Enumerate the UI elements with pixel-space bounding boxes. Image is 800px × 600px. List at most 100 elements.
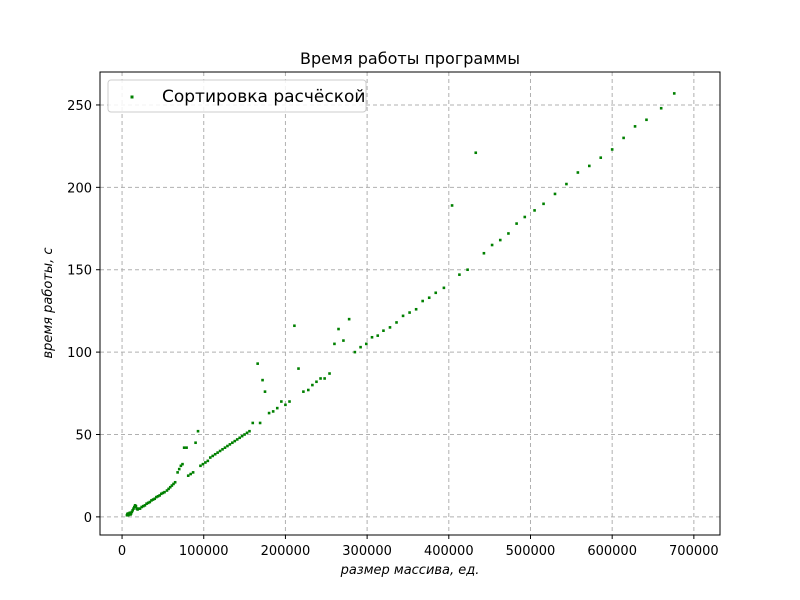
data-point xyxy=(179,464,183,468)
data-point xyxy=(588,164,591,168)
data-point xyxy=(297,367,300,370)
data-point xyxy=(353,350,357,354)
y-axis-label: время работы, с xyxy=(41,247,56,358)
data-point xyxy=(337,327,340,331)
data-point xyxy=(158,494,161,497)
data-point xyxy=(181,462,184,466)
data-point xyxy=(189,472,192,476)
data-point xyxy=(243,433,246,436)
data-point xyxy=(622,136,625,140)
data-point xyxy=(182,446,186,449)
data-point xyxy=(201,462,205,466)
data-point xyxy=(130,510,134,514)
data-point xyxy=(258,421,262,425)
data-point xyxy=(311,383,314,387)
data-point xyxy=(315,380,318,384)
data-point xyxy=(163,490,166,494)
data-point xyxy=(333,342,336,346)
x-tick-label: 200000 xyxy=(261,544,311,559)
data-point xyxy=(427,296,431,300)
grid-lines xyxy=(100,72,720,535)
data-point xyxy=(370,335,374,339)
legend-label: Сортировка расчёской xyxy=(162,87,365,107)
data-point xyxy=(165,489,169,492)
x-tick-label: 100000 xyxy=(179,544,229,559)
data-point xyxy=(421,299,424,303)
x-tick-label: 700000 xyxy=(669,544,719,559)
data-point xyxy=(482,251,486,255)
data-point xyxy=(261,378,264,382)
data-point xyxy=(167,487,170,491)
x-tick-label: 500000 xyxy=(506,544,556,559)
data-point xyxy=(176,471,179,474)
data-point xyxy=(233,439,237,443)
y-tick-label: 200 xyxy=(67,181,92,196)
data-point xyxy=(610,148,614,151)
data-point xyxy=(388,326,392,329)
data-point xyxy=(146,501,150,505)
data-point xyxy=(248,429,251,433)
y-tick-label: 150 xyxy=(67,264,92,279)
data-point xyxy=(216,451,219,454)
legend-box xyxy=(107,79,367,113)
legend-marker xyxy=(130,95,134,99)
data-point xyxy=(288,400,291,403)
data-point xyxy=(150,499,153,502)
data-point xyxy=(307,388,310,392)
data-point xyxy=(177,467,181,471)
data-point xyxy=(137,507,140,510)
data-point xyxy=(672,92,676,95)
y-tick-label: 50 xyxy=(75,428,92,443)
data-point xyxy=(186,474,190,477)
data-point xyxy=(256,362,259,365)
data-point xyxy=(218,449,222,453)
data-point xyxy=(132,507,135,510)
data-point xyxy=(328,372,331,375)
data-point xyxy=(156,494,160,498)
data-point xyxy=(450,204,454,207)
data-point xyxy=(408,311,411,314)
data-point xyxy=(245,431,249,435)
data-point xyxy=(148,500,152,504)
data-point xyxy=(170,484,174,487)
data-point xyxy=(319,377,322,380)
data-point xyxy=(208,456,212,459)
data-point xyxy=(172,482,175,486)
data-point xyxy=(284,403,287,407)
x-tick-label: 400000 xyxy=(424,544,474,559)
data-point xyxy=(263,390,267,393)
data-point xyxy=(359,345,362,349)
data-point xyxy=(204,461,207,464)
data-point xyxy=(533,209,536,212)
data-point xyxy=(196,429,200,433)
data-point xyxy=(645,118,648,122)
data-point xyxy=(280,400,283,403)
data-point xyxy=(140,505,143,509)
data-point xyxy=(238,436,241,440)
data-point xyxy=(223,446,227,449)
data-point xyxy=(466,268,469,272)
data-point xyxy=(240,434,244,438)
data-point xyxy=(515,222,518,225)
data-point xyxy=(143,504,147,507)
data-point xyxy=(458,273,461,276)
data-point xyxy=(576,171,580,174)
data-point xyxy=(173,480,177,484)
data-point xyxy=(211,454,215,458)
data-point xyxy=(599,156,603,159)
data-point xyxy=(401,314,405,318)
data-point xyxy=(553,192,557,196)
chart-title: Время работы программы xyxy=(300,49,520,68)
data-point xyxy=(145,502,148,505)
x-axis-label: размер массива, ед. xyxy=(340,563,480,578)
data-point xyxy=(395,321,398,324)
data-point xyxy=(206,459,210,463)
data-point xyxy=(251,421,255,425)
data-point xyxy=(161,491,165,495)
data-point xyxy=(523,215,527,219)
data-point xyxy=(342,339,345,342)
data-point xyxy=(267,411,271,415)
data-point xyxy=(138,507,142,510)
data-point xyxy=(293,324,296,328)
